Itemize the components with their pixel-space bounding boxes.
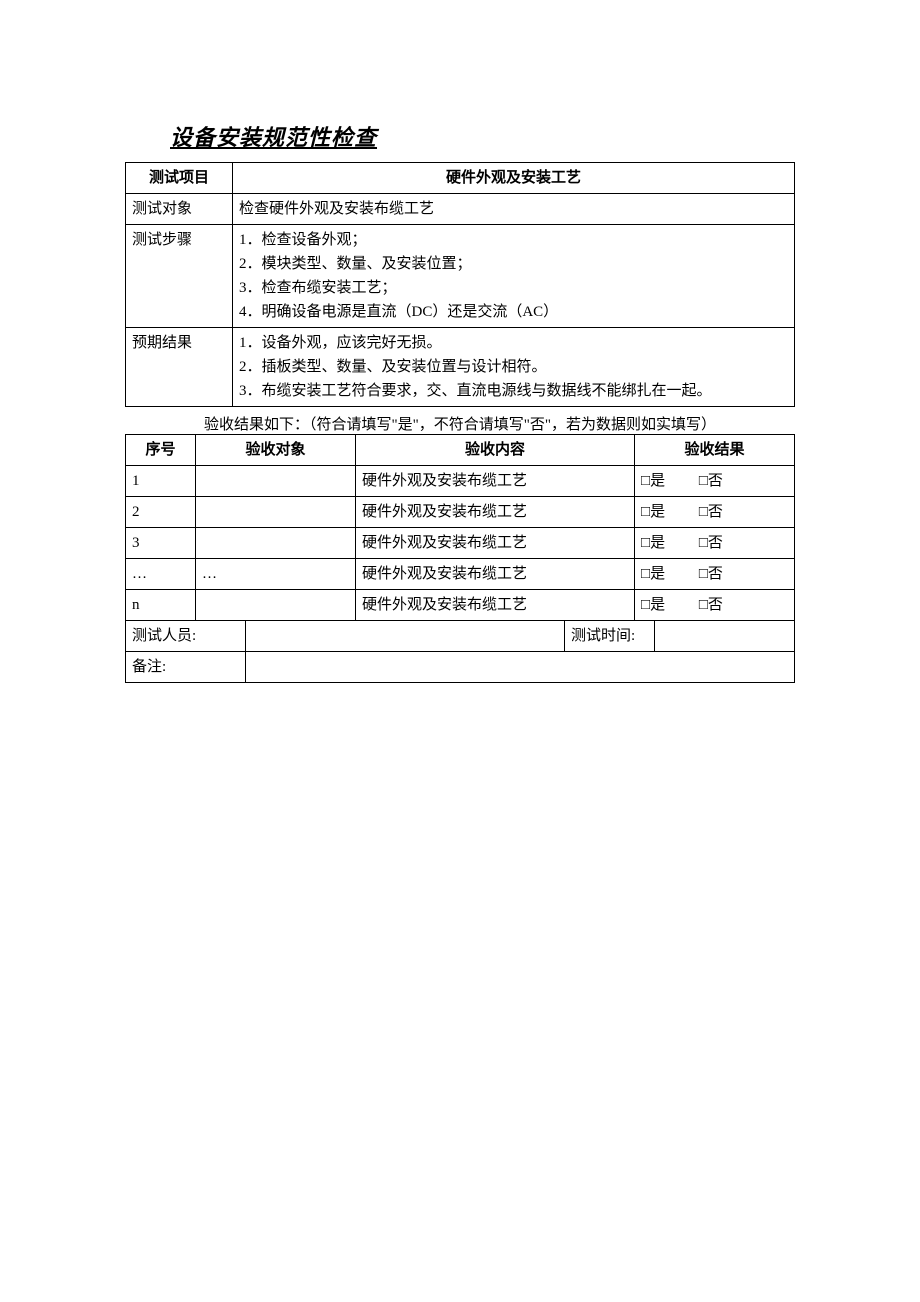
t2-result[interactable]: □是 □否 — [635, 466, 795, 497]
table-row: 2 硬件外观及安装布缆工艺 □是 □否 — [126, 497, 795, 528]
t1-test-steps-label: 测试步骤 — [126, 225, 233, 328]
t1-exp-2: 2．插板类型、数量、及安装位置与设计相符。 — [239, 355, 788, 379]
mid-note: 验收结果如下：（符合请填写"是"，不符合请填写"否"，若为数据则如实填写） — [125, 407, 795, 434]
t2-obj[interactable] — [196, 497, 356, 528]
t2-col-content: 验收内容 — [356, 435, 635, 466]
t1-expected-value: 1．设备外观，应该完好无损。 2．插板类型、数量、及安装位置与设计相符。 3．布… — [233, 328, 795, 407]
table-row: 3 硬件外观及安装布缆工艺 □是 □否 — [126, 528, 795, 559]
table-row: 1 硬件外观及安装布缆工艺 □是 □否 — [126, 466, 795, 497]
yes-label: 是 — [650, 504, 665, 520]
checkbox-icon[interactable]: □ — [699, 565, 708, 582]
yes-label: 是 — [650, 566, 665, 582]
t2-result[interactable]: □是 □否 — [635, 559, 795, 590]
table-row: … … 硬件外观及安装布缆工艺 □是 □否 — [126, 559, 795, 590]
remark-value[interactable] — [246, 652, 795, 683]
t1-expected-label: 预期结果 — [126, 328, 233, 407]
footer-row-1: 测试人员: 测试时间: — [126, 621, 795, 652]
yes-label: 是 — [650, 473, 665, 489]
checkbox-icon[interactable]: □ — [641, 472, 650, 489]
t2-obj[interactable] — [196, 590, 356, 621]
yes-label: 是 — [650, 597, 665, 613]
tester-label: 测试人员: — [126, 621, 246, 652]
t2-obj[interactable] — [196, 528, 356, 559]
t2-result[interactable]: □是 □否 — [635, 497, 795, 528]
t1-step-1: 1．检查设备外观； — [239, 228, 788, 252]
t1-exp-1: 1．设备外观，应该完好无损。 — [239, 331, 788, 355]
t2-seq: n — [126, 590, 196, 621]
t2-seq: 1 — [126, 466, 196, 497]
t1-step-2: 2．模块类型、数量、及安装位置； — [239, 252, 788, 276]
t2-content: 硬件外观及安装布缆工艺 — [356, 497, 635, 528]
t1-test-object-label: 测试对象 — [126, 194, 233, 225]
t2-col-result: 验收结果 — [635, 435, 795, 466]
t2-seq: 2 — [126, 497, 196, 528]
t1-step-4: 4．明确设备电源是直流（DC）还是交流（AC） — [239, 300, 788, 324]
no-label: 否 — [708, 473, 723, 489]
checkbox-icon[interactable]: □ — [699, 472, 708, 489]
no-label: 否 — [708, 535, 723, 551]
footer-row-2: 备注: — [126, 652, 795, 683]
yes-label: 是 — [650, 535, 665, 551]
t1-header-right: 硬件外观及安装工艺 — [233, 163, 795, 194]
time-label: 测试时间: — [565, 621, 655, 652]
t2-seq: 3 — [126, 528, 196, 559]
t2-header-row: 序号 验收对象 验收内容 验收结果 — [126, 435, 795, 466]
checkbox-icon[interactable]: □ — [641, 534, 650, 551]
t2-seq: … — [126, 559, 196, 590]
t2-col-obj: 验收对象 — [196, 435, 356, 466]
checkbox-icon[interactable]: □ — [641, 565, 650, 582]
checkbox-icon[interactable]: □ — [641, 596, 650, 613]
doc-title: 设备安装规范性检查 — [170, 120, 795, 152]
result-table: 序号 验收对象 验收内容 验收结果 1 硬件外观及安装布缆工艺 □是 □否 2 … — [125, 434, 795, 621]
spec-table: 测试项目 硬件外观及安装工艺 测试对象 检查硬件外观及安装布缆工艺 测试步骤 1… — [125, 162, 795, 407]
t2-col-seq: 序号 — [126, 435, 196, 466]
checkbox-icon[interactable]: □ — [641, 503, 650, 520]
t2-obj[interactable] — [196, 466, 356, 497]
t2-content: 硬件外观及安装布缆工艺 — [356, 466, 635, 497]
t2-obj[interactable]: … — [196, 559, 356, 590]
tester-value[interactable] — [246, 621, 565, 652]
checkbox-icon[interactable]: □ — [699, 534, 708, 551]
t2-content: 硬件外观及安装布缆工艺 — [356, 559, 635, 590]
t2-result[interactable]: □是 □否 — [635, 528, 795, 559]
no-label: 否 — [708, 504, 723, 520]
footer-table: 测试人员: 测试时间: 备注: — [125, 621, 795, 683]
no-label: 否 — [708, 597, 723, 613]
t2-result[interactable]: □是 □否 — [635, 590, 795, 621]
remark-label: 备注: — [126, 652, 246, 683]
time-value[interactable] — [655, 621, 795, 652]
checkbox-icon[interactable]: □ — [699, 596, 708, 613]
t1-exp-3: 3．布缆安装工艺符合要求，交、直流电源线与数据线不能绑扎在一起。 — [239, 379, 788, 403]
no-label: 否 — [708, 566, 723, 582]
checkbox-icon[interactable]: □ — [699, 503, 708, 520]
t2-content: 硬件外观及安装布缆工艺 — [356, 590, 635, 621]
t1-header-left: 测试项目 — [126, 163, 233, 194]
t1-test-steps-value: 1．检查设备外观； 2．模块类型、数量、及安装位置； 3．检查布缆安装工艺； 4… — [233, 225, 795, 328]
t1-test-object-value: 检查硬件外观及安装布缆工艺 — [233, 194, 795, 225]
t1-step-3: 3．检查布缆安装工艺； — [239, 276, 788, 300]
table-row: n 硬件外观及安装布缆工艺 □是 □否 — [126, 590, 795, 621]
t2-content: 硬件外观及安装布缆工艺 — [356, 528, 635, 559]
